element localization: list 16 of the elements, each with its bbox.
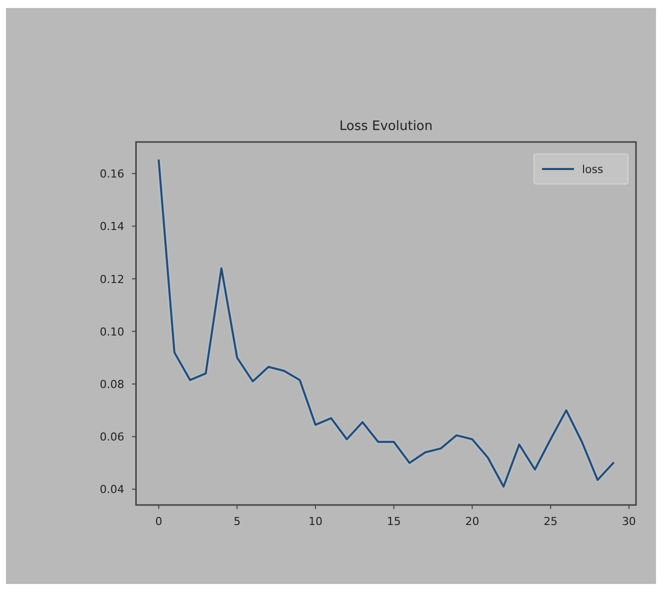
y-tick-label: 0.04 [100,483,124,496]
chart-title: Loss Evolution [339,119,433,134]
y-tick-label: 0.08 [100,378,124,391]
x-tick-label: 0 [155,515,162,528]
y-tick-label: 0.06 [100,430,124,444]
y-tick-label: 0.14 [100,220,124,234]
legend-label: loss [582,163,604,176]
x-tick-label: 5 [234,515,241,528]
x-tick-label: 10 [308,515,322,528]
y-tick-label: 0.12 [100,272,124,286]
y-tick-label: 0.16 [100,168,124,181]
x-tick-label: 15 [386,515,401,528]
x-tick-label: 20 [465,515,480,528]
x-tick-label: 25 [544,515,558,528]
x-tick-label: 30 [622,515,636,528]
y-tick-label: 0.10 [100,325,124,338]
